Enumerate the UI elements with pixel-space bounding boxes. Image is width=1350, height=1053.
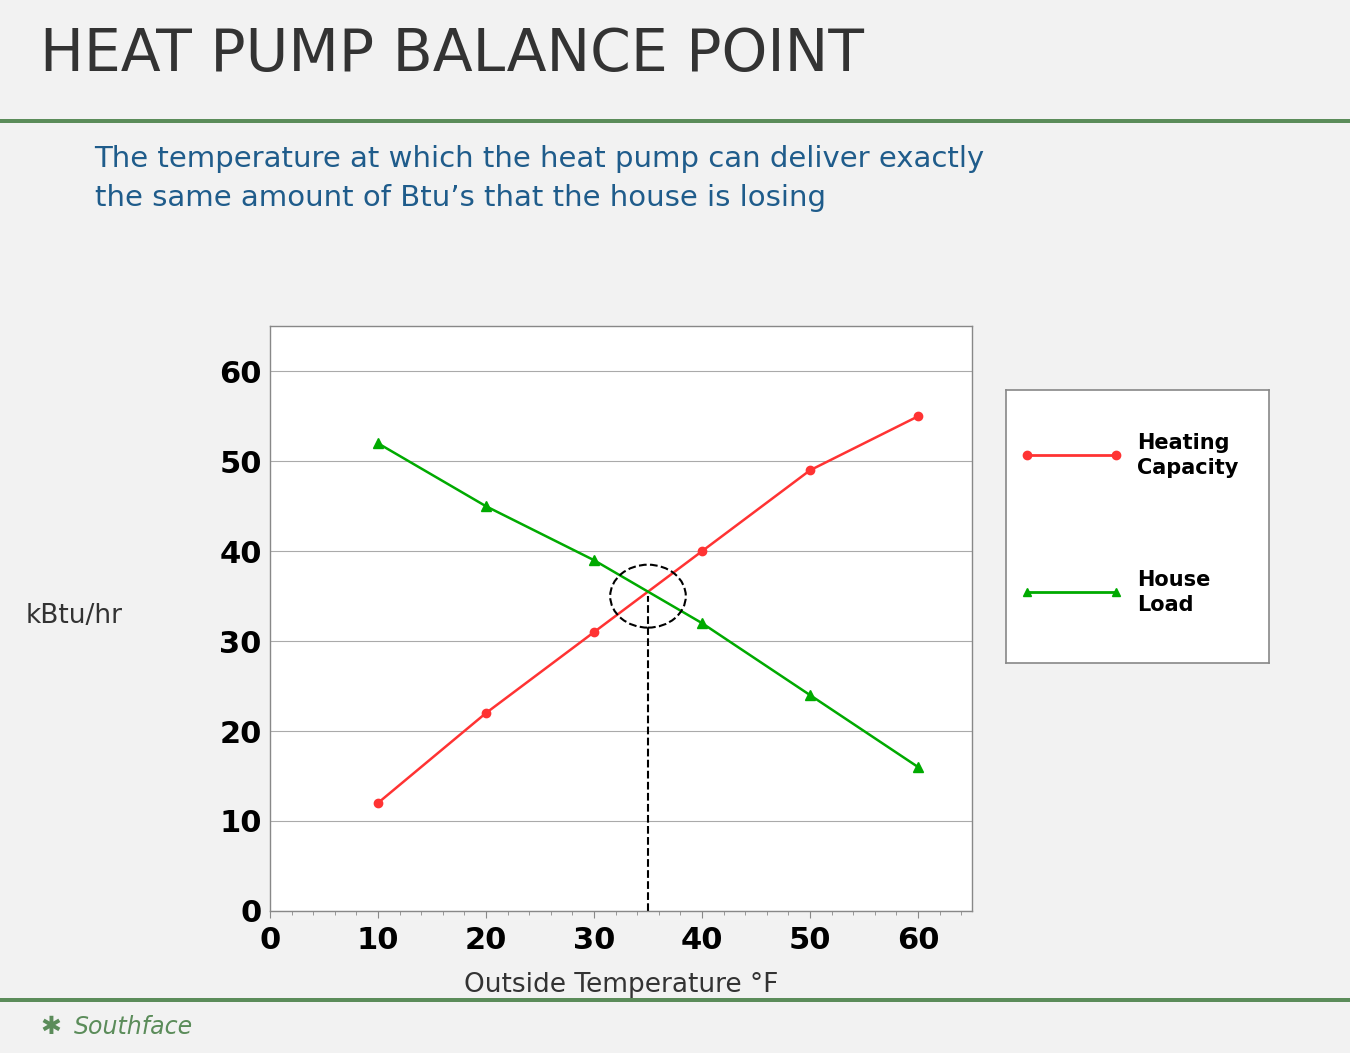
Text: Heating
Capacity: Heating Capacity xyxy=(1137,433,1239,478)
Text: Southface: Southface xyxy=(74,1015,193,1039)
Text: ✱: ✱ xyxy=(40,1015,62,1039)
Text: HEAT PUMP BALANCE POINT: HEAT PUMP BALANCE POINT xyxy=(40,26,864,83)
Text: The temperature at which the heat pump can deliver exactly
the same amount of Bt: The temperature at which the heat pump c… xyxy=(95,145,984,213)
Text: kBtu/hr: kBtu/hr xyxy=(26,603,123,629)
X-axis label: Outside Temperature °F: Outside Temperature °F xyxy=(464,972,778,998)
Text: House
Load: House Load xyxy=(1137,570,1211,615)
